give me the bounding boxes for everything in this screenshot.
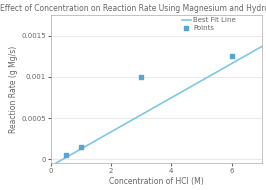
Y-axis label: Reaction Rate (g Mg/s): Reaction Rate (g Mg/s) [10, 46, 18, 133]
Points [139, 75, 143, 78]
Points [64, 154, 68, 157]
X-axis label: Concentration of HCl (M): Concentration of HCl (M) [109, 177, 204, 186]
Points [79, 145, 83, 148]
Title: Effect of Concentration on Reaction Rate Using Magnesium and Hydrochloric Acid: Effect of Concentration on Reaction Rate… [0, 4, 266, 13]
Points [230, 55, 234, 58]
Legend: Best Fit Line, Points: Best Fit Line, Points [181, 16, 238, 33]
